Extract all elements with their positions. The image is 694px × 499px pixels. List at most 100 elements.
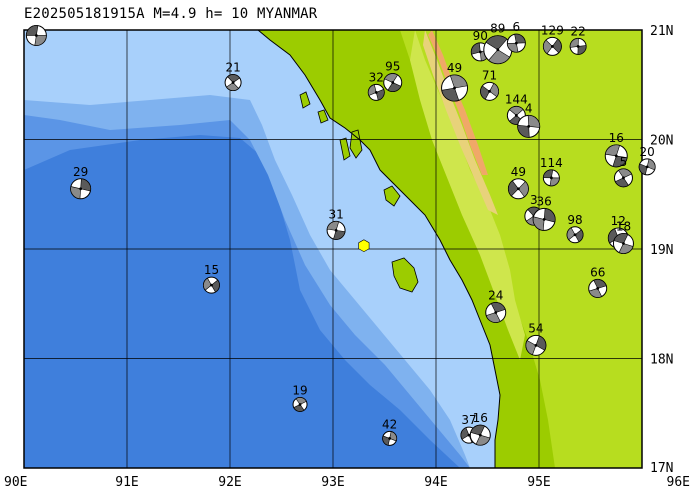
beachball-quadrant — [226, 82, 239, 91]
beachball-center — [542, 218, 546, 221]
beachball-quadrant — [480, 85, 490, 100]
beachball-quadrant — [593, 279, 607, 289]
depth-label: 31 — [328, 207, 343, 221]
beachball-quadrant — [488, 49, 511, 64]
beachball-quadrant — [614, 177, 629, 188]
beachball-center — [645, 165, 649, 169]
focal-mechanism[interactable]: 95 — [383, 60, 403, 93]
beachball-quadrant — [387, 82, 402, 92]
focal-mechanism[interactable]: 42 — [382, 417, 397, 446]
latitude-tick-label: 19N — [650, 243, 673, 258]
focal-mechanism[interactable]: 19 — [292, 383, 308, 412]
longitude-tick-label: 93E — [321, 475, 344, 490]
focal-mechanism[interactable]: 32 — [367, 70, 385, 101]
beachball-quadrant — [211, 279, 220, 293]
beachball-quadrant — [70, 186, 81, 200]
latitude-tick-label: 20N — [650, 134, 673, 149]
beachball-quadrant — [80, 178, 91, 192]
depth-label: 29 — [73, 165, 88, 179]
focal-mechanism[interactable]: 54 — [525, 321, 547, 356]
beachball-center — [453, 86, 456, 90]
beachball-quadrant — [577, 45, 587, 55]
beachball-quadrant — [517, 124, 530, 138]
beachball-center — [374, 91, 378, 94]
focal-mechanism[interactable]: 21 — [224, 61, 242, 92]
beachball-center — [478, 433, 482, 437]
focal-mechanism[interactable]: 66 — [588, 265, 608, 298]
beachball-quadrant — [551, 38, 562, 54]
depth-label: 66 — [590, 265, 605, 279]
focal-mechanism[interactable]: 15 — [202, 263, 220, 294]
focal-mechanism[interactable]: 6 — [506, 20, 526, 53]
focal-mechanism[interactable]: 20 — [638, 145, 656, 176]
beachball-quadrant — [389, 431, 397, 442]
beachball-quadrant — [518, 181, 529, 198]
latitude-tick-label: 21N — [650, 24, 673, 39]
island-group — [257, 30, 642, 468]
focal-mechanism[interactable]: 24 — [485, 289, 507, 324]
beachball-center — [514, 41, 518, 45]
depth-label: 89 — [490, 22, 505, 36]
focal-mechanism[interactable]: 18 — [612, 220, 634, 255]
epicenter-marker[interactable] — [358, 239, 370, 253]
depth-label: 6 — [513, 20, 521, 34]
beachball-quadrant — [333, 230, 346, 240]
focal-mechanism[interactable]: 16 — [604, 131, 628, 168]
island-shape — [339, 137, 351, 161]
beachball-quadrant — [489, 82, 499, 98]
focal-mechanism[interactable]: 49 — [507, 165, 529, 200]
beachball-quadrant — [532, 216, 545, 231]
focal-mechanism[interactable]: 16 — [469, 411, 491, 446]
longitude-tick-label: 96E — [667, 475, 690, 490]
beachball-quadrant — [618, 168, 633, 179]
depth-label: 36 — [537, 194, 552, 208]
beachball-quadrant — [514, 33, 526, 44]
focal-mechanism[interactable]: 29 — [70, 165, 92, 200]
focal-mechanism[interactable]: 114 — [540, 156, 563, 187]
focal-mechanism[interactable]: 129 — [541, 23, 564, 56]
latitude-labels: 21N 20N 19N 18N 17N — [650, 24, 673, 476]
longitude-labels: 90E 91E 92E 93E 94E 95E 96E — [4, 475, 690, 490]
focal-mechanism[interactable]: 31 — [326, 207, 346, 240]
beachball-quadrant — [646, 158, 656, 171]
focal-mechanism[interactable]: 98 — [566, 213, 584, 244]
focal-mechanism[interactable]: 89 — [483, 22, 513, 65]
beachball-quadrant — [460, 427, 470, 440]
focal-mechanism[interactable] — [25, 24, 47, 46]
depth-label: 95 — [385, 60, 400, 74]
beachball-center — [534, 343, 538, 347]
depth-label: 114 — [540, 156, 563, 170]
beachball-center — [622, 176, 625, 180]
beachball-center — [622, 242, 625, 245]
focal-mechanism[interactable]: 5 — [613, 155, 633, 188]
focal-mechanism[interactable]: 22 — [569, 24, 587, 55]
beachball-quadrant — [470, 42, 481, 55]
depth-label: 12 — [611, 214, 626, 228]
beachball-quadrant — [368, 84, 377, 96]
depth-label: 129 — [541, 23, 564, 37]
beachball-quadrant — [566, 227, 576, 241]
depth-label: 21 — [225, 61, 240, 75]
depth-label: 49 — [447, 61, 462, 75]
beachball-center — [388, 437, 392, 440]
focal-mechanism[interactable]: 71 — [480, 68, 500, 101]
depth-label: 37 — [461, 413, 476, 427]
latitude-tick-label: 17N — [650, 461, 673, 476]
beachball-quadrant — [543, 39, 553, 55]
beachball-quadrant — [535, 335, 547, 351]
focal-mechanism[interactable]: 36 — [532, 194, 556, 231]
beachball-center — [514, 114, 518, 117]
beachball-quadrant — [470, 424, 485, 436]
map-title: E202505181915A M=4.9 h= 10 MYANMAR — [24, 6, 318, 22]
beachball-quadrant — [227, 74, 241, 83]
beachball-quadrant — [375, 88, 385, 101]
beachball-quadrant — [441, 87, 460, 102]
beachball-quadrant — [485, 35, 508, 51]
beachball-center — [488, 89, 491, 93]
beachball-quadrant — [588, 288, 603, 298]
focal-mechanism[interactable]: 49 — [441, 61, 469, 102]
focal-mechanism[interactable]: 4 — [517, 101, 541, 138]
beachball-quadrant — [574, 229, 584, 243]
